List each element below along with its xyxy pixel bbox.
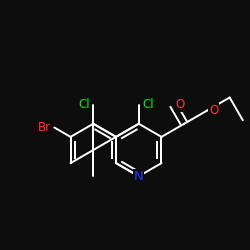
Text: O: O: [209, 104, 218, 117]
Text: Br: Br: [38, 121, 51, 134]
Text: N: N: [134, 170, 143, 183]
Text: O: O: [175, 98, 184, 111]
Text: Cl: Cl: [79, 98, 90, 112]
Text: Cl: Cl: [142, 98, 154, 112]
